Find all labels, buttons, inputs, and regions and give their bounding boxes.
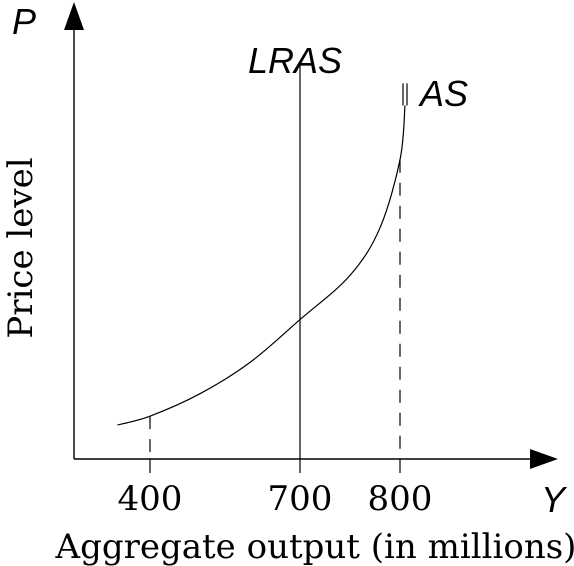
x-tick-labels: 400 700 800 <box>118 459 433 519</box>
y-axis-label: Price level <box>1 157 41 338</box>
series-label-lras: LRAS <box>248 40 342 81</box>
as-curve <box>117 105 406 426</box>
x-tick-label-700: 700 <box>268 479 333 519</box>
series-label-as: AS <box>418 73 468 114</box>
x-tick-label-800: 800 <box>368 479 433 519</box>
y-axis-symbol: P <box>12 1 36 42</box>
x-tick-label-400: 400 <box>118 479 183 519</box>
y-axis-arrow <box>64 2 84 30</box>
x-axis-label: Aggregate output (in millions) <box>55 527 574 566</box>
x-axis-arrow <box>530 449 558 469</box>
chart-marks <box>117 64 408 459</box>
x-axis-symbol: Y <box>541 479 568 520</box>
